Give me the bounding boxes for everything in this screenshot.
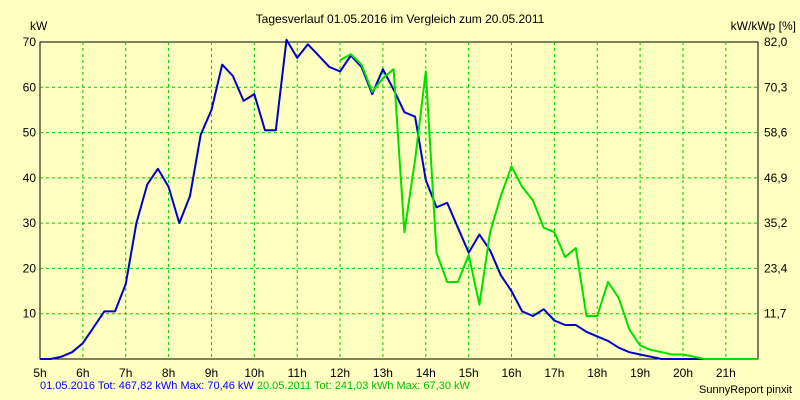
grid [40,42,758,359]
x-tick-label: 16h [502,366,522,380]
x-tick-label: 17h [544,366,564,380]
y-tick-label-left: 70 [23,35,37,49]
x-tick-label: 13h [373,366,393,380]
plot-area [39,41,759,360]
x-tick-label: 8h [162,366,175,380]
chart-title: Tagesverlauf 01.05.2016 im Vergleich zum… [256,12,545,26]
y-tick-label-left: 40 [23,171,37,185]
x-tick-label: 15h [459,366,479,380]
x-tick-label: 11h [288,366,307,380]
axis-labels: 5h 6h 7h 8h 9h 10h 11h 12h 13h 14h 15h 16h 17h 18h 19h… [23,35,788,380]
y-tick-label-right: 11,7 [764,307,787,321]
y-tick-label-right: 82,0 [764,35,788,49]
y-axis-right-label: kW/kWp [%] [731,19,796,33]
x-tick-label: 20h [673,366,693,380]
x-tick-label: 12h [330,366,350,380]
y-tick-label-right: 35,2 [764,216,788,230]
x-tick-label: 10h [244,366,264,380]
y-tick-label-right: 23,4 [764,261,788,275]
y-tick-label-left: 50 [23,126,37,140]
x-tick-label: 19h [630,366,650,380]
x-tick-label: 14h [416,366,436,380]
y-tick-label-right: 70,3 [764,80,788,94]
y-tick-label-left: 30 [23,216,37,230]
y-axis-left-label: kW [30,19,48,33]
y-tick-label-left: 20 [23,261,37,275]
x-tick-label: 6h [76,366,89,380]
y-tick-label-right: 58,6 [764,126,788,140]
x-tick-label: 7h [119,366,132,380]
y-tick-label-left: 10 [23,307,37,321]
credit-text: SunnyReport pinxit [699,384,792,396]
series-line-2 [339,53,758,360]
y-tick-label-left: 60 [23,80,37,94]
x-tick-label: 9h [205,366,218,380]
x-tick-label: 5h [33,366,46,380]
series2-summary: 20.05.2011 Tot: 241,03 kWh Max: 67,30 kW [256,380,470,392]
x-tick-label: 18h [587,366,607,380]
series-layer [40,38,758,360]
series-line-1 [40,38,758,360]
footer-summary: 01.05.2016 Tot: 467,82 kWh Max: 70,46 kW… [40,380,470,392]
y-tick-label-right: 46,9 [764,171,788,185]
x-tick-label: 21h [716,366,736,380]
series1-summary: 01.05.2016 Tot: 467,82 kWh Max: 70,46 kW [40,380,254,392]
